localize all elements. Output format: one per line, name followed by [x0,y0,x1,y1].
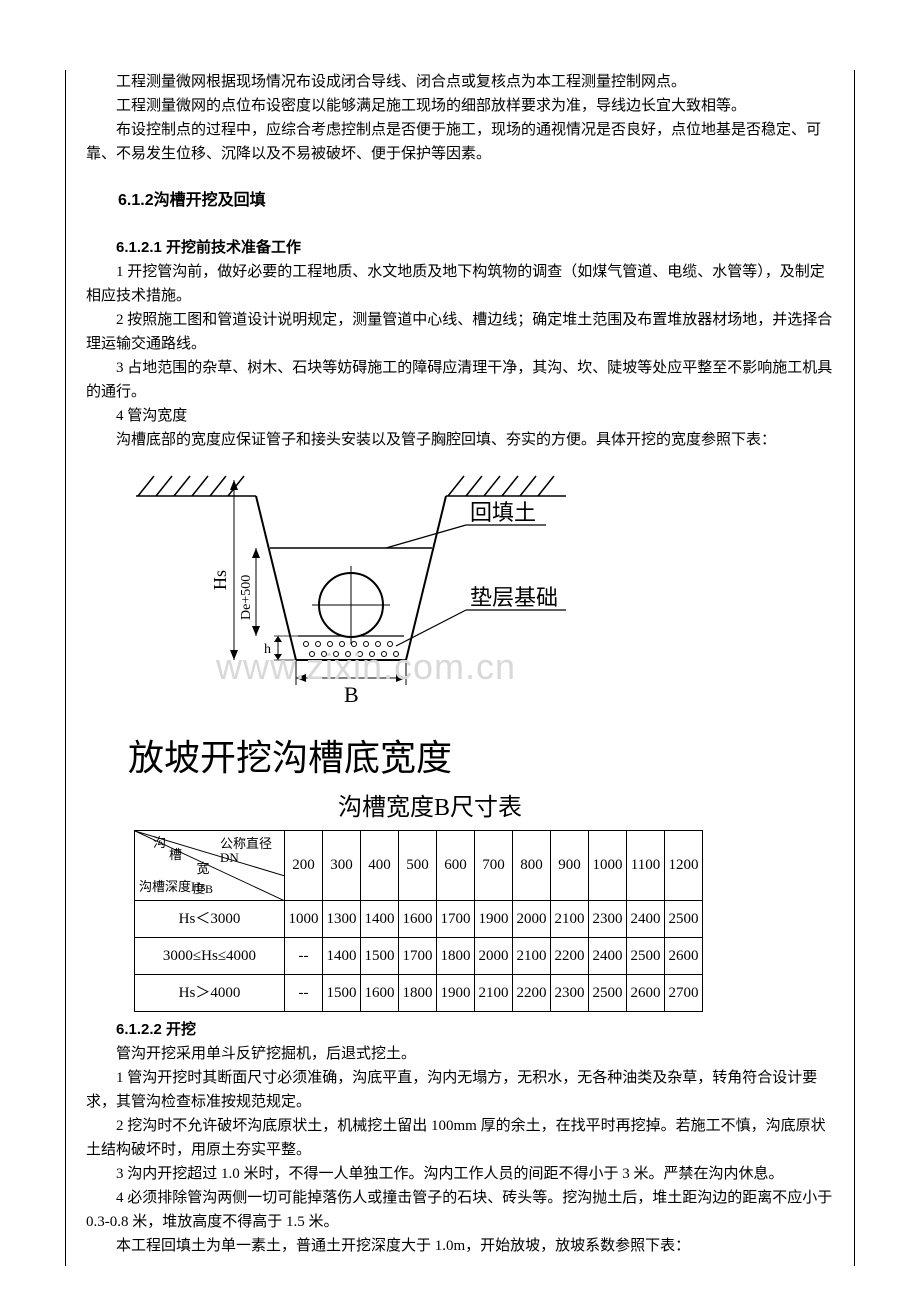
label-backfill: 回填土 [470,500,536,525]
heading-612: 6.1.2沟槽开挖及回填 [86,188,834,214]
intro-p1: 工程测量微网根据现场情况布设成闭合导线、闭合点或复核点为本工程测量控制网点。 [86,70,834,94]
col-900: 900 [551,830,589,900]
label-bedding: 垫层基础 [470,585,558,610]
s6121-p3: 3 占地范围的杂草、树木、石块等妨碍施工的障碍应清理干净，其沟、坎、陡坡等处应平… [86,356,834,404]
s6122-p3: 3 沟内开挖超过 1.0 米时，不得一人单独工作。沟内工作人员的间距不得小于 3… [86,1162,834,1186]
col-1000: 1000 [589,830,627,900]
s6122-p4: 4 必须排除管沟两侧一切可能掉落伤人或撞击管子的石块、砖头等。挖沟抛土后，堆土距… [86,1186,834,1234]
col-700: 700 [475,830,513,900]
intro-p3: 布设控制点的过程中，应综合考虑控制点是否便于施工，现场的通视情况是否良好，点位地… [86,118,834,166]
col-600: 600 [437,830,475,900]
heading-6121: 6.1.2.1 开挖前技术准备工作 [86,236,834,260]
col-400: 400 [361,830,399,900]
col-1200: 1200 [665,830,703,900]
svg-text:Hs: Hs [210,570,230,590]
s6122-p2: 2 挖沟时不允许破坏沟底原状土，机械挖土留出 100mm 厚的余土，在找平时再挖… [86,1114,834,1162]
svg-text:B: B [344,682,359,707]
dimension-table: 沟 槽 宽度B 公称直径DN 沟槽深度Hs 200 300 400 500 60… [134,830,703,1012]
table-row: Hs＞4000 --150016001800190021002200230025… [135,974,703,1011]
table-row: Hs＜3000 10001300140016001700190020002100… [135,900,703,937]
diagram-title: 放坡开挖沟槽底宽度 [128,730,834,788]
s6122-p5: 本工程回填土为单一素土，普通土开挖深度大于 1.0m，开始放坡，放坡系数参照下表… [86,1234,834,1258]
s6122-p1: 1 管沟开挖时其断面尺寸必须准确，沟底平直，沟内无塌方，无积水，无各种油类及杂草… [86,1066,834,1114]
s6121-p4: 4 管沟宽度 [86,404,834,428]
page-border: 工程测量微网根据现场情况布设成闭合导线、闭合点或复核点为本工程测量控制网点。 工… [65,70,855,1266]
s6121-p5: 沟槽底部的宽度应保证管子和接头安装以及管子胸腔回填、夯实的方便。具体开挖的宽度参… [86,428,834,452]
col-500: 500 [399,830,437,900]
trench-diagram: 回填土 垫层基础 Hs De+500 h B www.zixin.com.cn [126,470,834,718]
col-800: 800 [513,830,551,900]
table-title: 沟槽宽度B尺寸表 [26,789,834,827]
table-row: 3000≤Hs≤4000 --1400150017001800200021002… [135,937,703,974]
s6121-p2: 2 按照施工图和管道设计说明规定，测量管道中心线、槽边线；确定堆土范围及布置堆放… [86,308,834,356]
col-200: 200 [285,830,323,900]
header-diagonal-cell: 沟 槽 宽度B 公称直径DN 沟槽深度Hs [135,830,285,900]
col-300: 300 [323,830,361,900]
svg-text:De+500: De+500 [239,574,254,619]
s6122-p0: 管沟开挖采用单斗反铲挖掘机，后退式挖土。 [86,1042,834,1066]
s6121-p1: 1 开挖管沟前，做好必要的工程地质、水文地质及地下构筑物的调查（如煤气管道、电缆… [86,260,834,308]
table-header-row: 沟 槽 宽度B 公称直径DN 沟槽深度Hs 200 300 400 500 60… [135,830,703,900]
svg-text:h: h [264,642,271,657]
heading-6122: 6.1.2.2 开挖 [86,1018,834,1042]
intro-p2: 工程测量微网的点位布设密度以能够满足施工现场的细部放样要求为准，导线边长宜大致相… [86,94,834,118]
col-1100: 1100 [627,830,665,900]
